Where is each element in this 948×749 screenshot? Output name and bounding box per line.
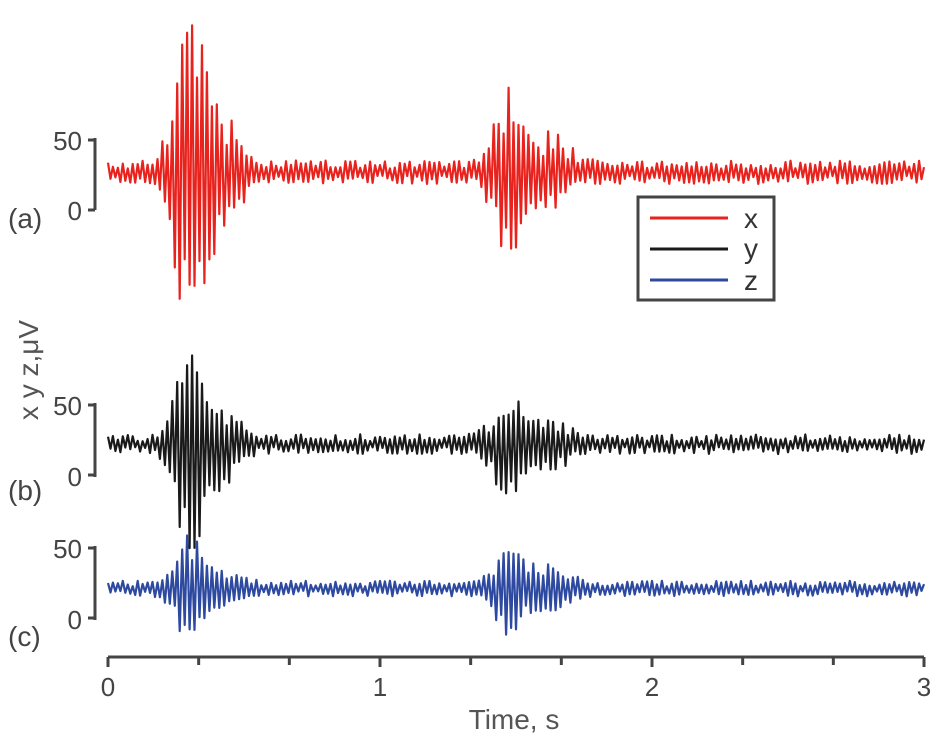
panel-a-tick-0: 0 [68,196,82,226]
legend: x y z [636,195,776,302]
panel-c-tick-0: 0 [68,605,82,635]
panel-b-label: (b) [8,475,42,506]
panel-c-label: (c) [8,621,41,652]
panel-c-y-axis: 50 0 (c) [8,534,97,652]
signal-traces [106,24,926,636]
x-tick-label: 1 [373,672,387,702]
series-x-trace [106,24,926,300]
legend-label-y: y [744,233,758,264]
panel-a-label: (a) [8,203,42,234]
series-z-trace [106,534,926,636]
legend-label-z: z [744,265,758,296]
panel-c-tick-50: 50 [53,534,82,564]
x-tick-label: 0 [101,672,115,702]
panel-b-y-axis: 50 0 (b) [8,391,97,506]
x-tick-label: 3 [917,672,931,702]
legend-label-x: x [744,203,758,234]
series-y-trace [106,354,926,550]
panel-a-tick-50: 50 [53,126,82,156]
y-axis-title: x y z,μV [13,320,44,420]
x-tick-label: 2 [645,672,659,702]
panel-b-tick-0: 0 [68,462,82,492]
panel-b-tick-50: 50 [53,391,82,421]
panel-a-y-axis: 50 0 (a) [8,126,97,234]
x-axis: 0 1 2 3 [101,655,931,702]
x-axis-title: Time, s [469,704,560,735]
